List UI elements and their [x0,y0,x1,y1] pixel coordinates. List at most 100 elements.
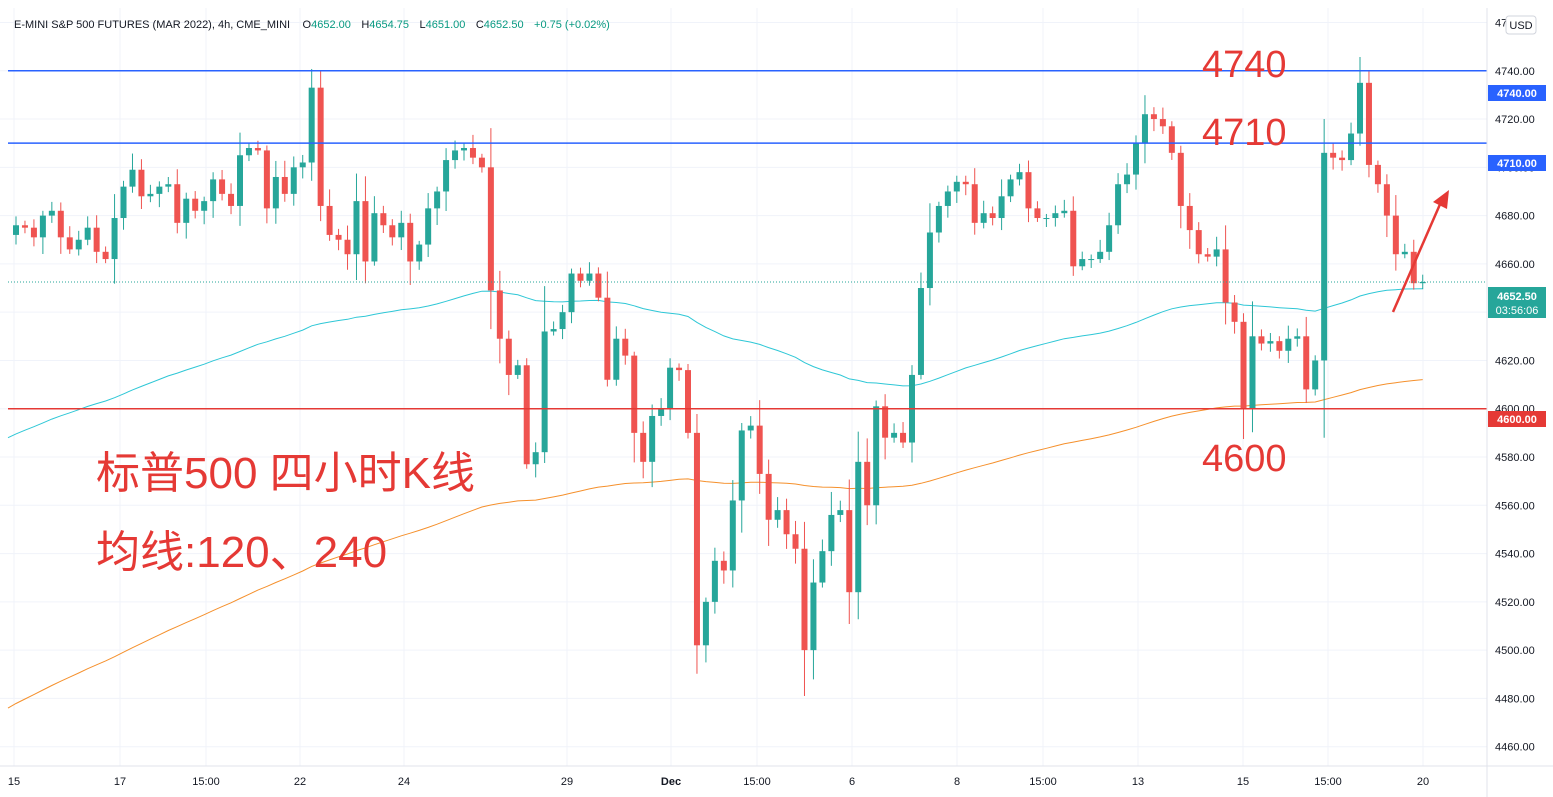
candle-body [953,181,960,192]
candle-body [1124,174,1131,185]
candle [1294,328,1301,347]
candle [577,267,584,288]
candle [13,216,19,245]
candle-body [1061,210,1068,214]
candle [649,404,656,488]
candle-body [263,150,270,209]
candle-body [801,548,808,651]
candle-body [201,201,208,211]
candle [469,134,476,165]
tag-4740-bg [1488,85,1546,101]
candle-body [254,148,261,151]
candle-body [461,148,467,151]
candle [1079,251,1086,271]
candle [1007,174,1014,203]
candle [514,359,521,379]
candle-body [1070,210,1077,267]
candle [165,176,172,193]
candle [57,202,64,254]
candle-body [138,169,145,197]
candle-body [900,432,907,443]
x-tick-label: 24 [398,776,410,788]
candle [505,330,512,396]
candle-body [1383,184,1390,216]
candle [461,143,467,161]
candle [604,271,611,387]
candle-body [568,273,575,313]
candle [720,551,727,584]
candle-body [174,184,181,223]
candle [210,172,217,218]
candle [810,559,817,680]
level-4710-label: 4710 [1202,112,1287,154]
time-axis[interactable]: 15 17 15:00 22 24 29 Dec 15:00 6 8 15:00 13 15 15:00 2… [8,776,1429,788]
candle [407,213,414,285]
candle-body [219,179,226,194]
candle-body [30,227,37,238]
candle [1312,355,1319,396]
candle-body [335,234,342,240]
candle [452,140,459,169]
candle [75,230,82,256]
candle [711,547,718,614]
candle-body [1177,152,1184,206]
ma-240-line [7,379,1423,709]
candle-body [1303,336,1310,390]
x-tick-label: 15:00 [1029,776,1057,788]
candle [335,228,342,251]
candle [1177,145,1184,229]
horizontal-levels [8,70,1487,410]
candle [1016,163,1023,186]
candle [228,183,235,215]
candle-body [882,406,889,438]
candle-body [21,225,28,228]
candle [1186,193,1193,249]
forecast-arrow-head [1433,190,1449,209]
candle [882,394,889,460]
candle [756,400,763,494]
candle [667,358,674,421]
candle-body [1115,184,1122,226]
candle [658,398,665,426]
low-value: 4651.00 [426,19,466,31]
candle [371,196,378,266]
currency-button-frame[interactable] [1505,15,1537,35]
candle [1374,160,1381,193]
candle-body [586,273,593,281]
candle [1383,174,1390,238]
candle-body [487,167,494,291]
candle-body [1276,341,1283,351]
candle [93,215,100,264]
candle-body [855,461,862,593]
candle-body [389,225,396,238]
candle-body [416,244,423,262]
candle [344,225,351,270]
currency-label[interactable]: USD [1509,20,1532,32]
candle [586,262,593,286]
candle-body [685,370,691,433]
candle-body [1294,336,1301,339]
moving-averages [7,288,1423,709]
candle [900,422,907,448]
y-tick-label: 4740.00 [1495,66,1535,78]
candle-body [846,510,853,593]
candle [532,442,539,478]
candle [989,206,996,226]
candle [129,153,136,193]
candle-body [1401,251,1408,255]
candle-body [290,167,297,194]
candle-body [425,208,432,245]
candle-body [935,205,942,233]
x-tick-label: 22 [294,776,306,788]
change-value: +0.75 (+0.02%) [534,19,610,31]
candle [1025,160,1032,223]
y-tick-label: 4560.00 [1495,500,1535,512]
candle [111,194,118,284]
currency-button[interactable]: USD [1505,15,1537,35]
candle-body [1392,215,1399,255]
y-tick-label: 4520.00 [1495,597,1535,609]
candle-body [810,582,817,651]
candle-body [532,452,539,465]
candle [1070,196,1077,276]
